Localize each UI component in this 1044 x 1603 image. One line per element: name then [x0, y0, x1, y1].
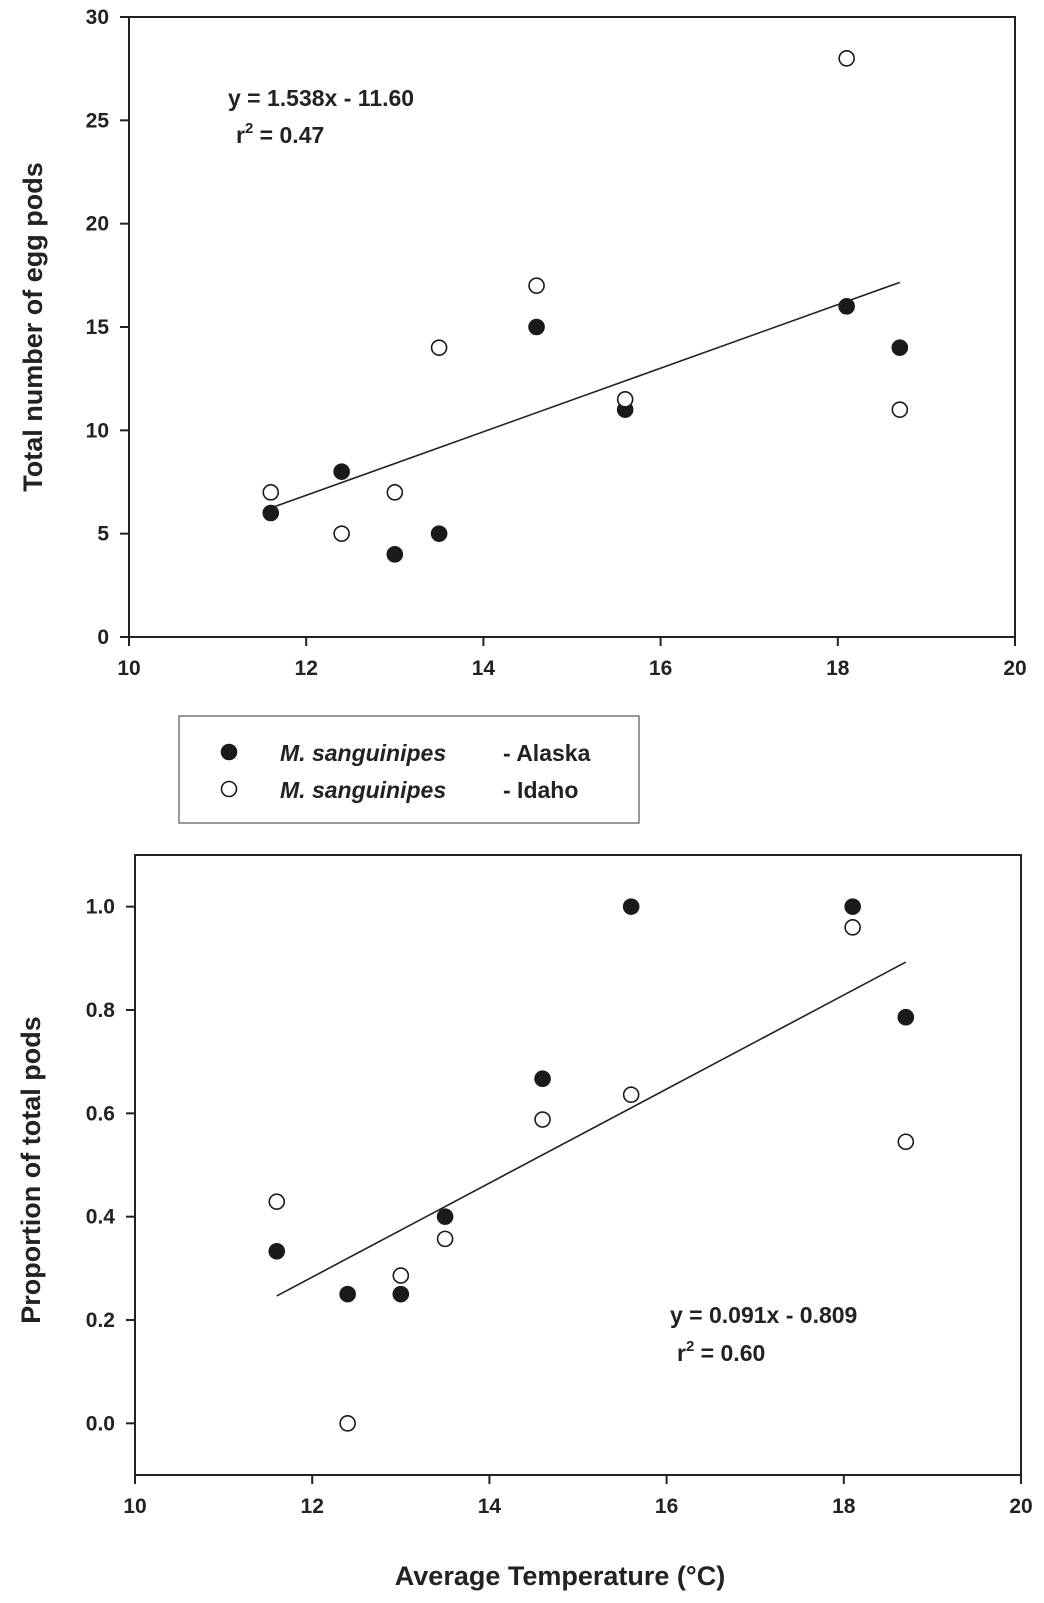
top-point-alaska	[891, 339, 909, 356]
bottom-y-tick-label: 0.6	[86, 1102, 115, 1125]
top-point-alaska	[262, 504, 280, 522]
top-x-tick-label: 12	[295, 657, 318, 680]
top-point-idaho	[430, 339, 448, 356]
bottom-equation: y = 0.091x - 0.809	[670, 1302, 857, 1328]
top-panel: 10 12 14 16 18 20 0 5 10 15 20 25 30 Total number of…	[18, 6, 1027, 680]
bottom-point-alaska	[897, 1008, 915, 1026]
top-regression-line	[270, 281, 901, 509]
bottom-ticks: 10 12 14 16 18 20 0.0 0.2 0.4 0.6 0.8 1.0	[86, 896, 1033, 1518]
top-x-tick-label: 18	[826, 657, 850, 680]
top-equation: y = 1.538x - 11.60	[228, 85, 414, 111]
top-point-idaho	[262, 484, 280, 501]
top-point-alaska	[528, 318, 545, 336]
bottom-x-tick-label: 14	[478, 1495, 502, 1518]
bottom-point-alaska	[534, 1070, 551, 1088]
bottom-panel: 10 12 14 16 18 20 0.0 0.2 0.4 0.6 0.8 1.0 Proportio…	[16, 854, 1033, 1591]
legend-suffix-alaska: - Alaska	[503, 740, 591, 766]
legend-label-alaska: M. sanguinipes - Alaska	[280, 740, 591, 766]
legend-suffix-idaho: - Idaho	[503, 777, 578, 803]
top-point-idaho	[616, 391, 634, 408]
top-point-alaska	[386, 546, 404, 563]
top-y-tick-label: 10	[86, 419, 109, 442]
legend: M. sanguinipes - Alaska M. sanguinipes - I…	[178, 715, 640, 824]
top-y-tick-label: 15	[86, 316, 110, 339]
legend-species-idaho: M. sanguinipes	[280, 777, 446, 803]
top-r-squared-prefix: r	[236, 122, 245, 148]
bottom-point-idaho	[534, 1111, 551, 1128]
top-x-tick-label: 10	[117, 657, 140, 680]
bottom-point-alaska	[268, 1242, 286, 1260]
bottom-point-idaho	[897, 1133, 915, 1151]
top-r-squared: r2 = 0.47	[236, 120, 324, 148]
top-point-alaska	[838, 298, 855, 315]
top-point-idaho	[386, 484, 404, 501]
top-y-tick-label: 20	[86, 213, 109, 236]
bottom-point-idaho	[436, 1230, 454, 1248]
legend-label-idaho: M. sanguinipes - Idaho	[280, 777, 578, 803]
top-point-idaho	[528, 277, 545, 294]
top-y-tick-label: 5	[97, 523, 109, 546]
bottom-x-tick-label: 12	[301, 1495, 324, 1518]
legend-box	[178, 715, 640, 824]
top-point-idaho	[333, 525, 350, 542]
top-y-tick-label: 25	[86, 109, 110, 132]
top-r-squared-superscript: 2	[245, 120, 253, 137]
top-x-tick-label: 14	[472, 657, 496, 680]
bottom-data-points	[268, 898, 915, 1432]
bottom-point-idaho	[268, 1193, 286, 1210]
bottom-y-axis-title: Proportion of total pods	[16, 1016, 46, 1323]
legend-species-alaska: M. sanguinipes	[280, 740, 446, 766]
bottom-r-squared-prefix: r	[677, 1340, 686, 1366]
bottom-point-alaska	[622, 898, 640, 915]
bottom-point-alaska	[436, 1208, 454, 1225]
top-y-tick-label: 30	[86, 6, 109, 29]
bottom-r-squared: r2 = 0.60	[677, 1338, 765, 1366]
top-point-alaska	[430, 525, 448, 542]
bottom-x-tick-label: 20	[1009, 1495, 1032, 1518]
bottom-y-tick-label: 0.8	[86, 999, 116, 1022]
top-point-idaho	[891, 401, 909, 418]
bottom-r-squared-superscript: 2	[686, 1338, 694, 1355]
bottom-point-idaho	[622, 1086, 640, 1104]
top-point-idaho	[838, 50, 855, 67]
bottom-x-tick-label: 10	[123, 1495, 146, 1518]
legend-marker-idaho	[220, 780, 238, 798]
bottom-point-idaho	[339, 1415, 356, 1432]
top-x-tick-label: 20	[1003, 657, 1026, 680]
top-y-tick-label: 0	[97, 626, 109, 649]
top-r-squared-value: = 0.47	[253, 122, 324, 148]
bottom-x-tick-label: 16	[655, 1495, 678, 1518]
top-y-axis-title: Total number of egg pods	[18, 162, 48, 491]
bottom-regression-line	[276, 961, 907, 1297]
bottom-point-idaho	[392, 1267, 410, 1284]
bottom-y-tick-label: 1.0	[86, 896, 115, 919]
top-ticks: 10 12 14 16 18 20 0 5 10 15 20 25 30	[86, 6, 1027, 680]
top-data-points	[262, 50, 909, 563]
bottom-point-idaho	[844, 919, 861, 936]
bottom-point-alaska	[844, 898, 861, 915]
bottom-x-tick-label: 18	[832, 1495, 856, 1518]
bottom-point-alaska	[392, 1285, 410, 1303]
top-point-alaska	[333, 463, 350, 480]
bottom-y-tick-label: 0.2	[86, 1309, 115, 1332]
bottom-r-squared-value: = 0.60	[694, 1340, 765, 1366]
bottom-point-alaska	[339, 1285, 356, 1303]
bottom-y-tick-label: 0.0	[86, 1412, 115, 1435]
legend-marker-alaska	[220, 743, 238, 761]
bottom-x-axis-title: Average Temperature (°C)	[395, 1561, 725, 1591]
bottom-y-tick-label: 0.4	[86, 1206, 116, 1229]
top-x-tick-label: 16	[649, 657, 672, 680]
bottom-plot-frame	[134, 854, 1022, 1476]
